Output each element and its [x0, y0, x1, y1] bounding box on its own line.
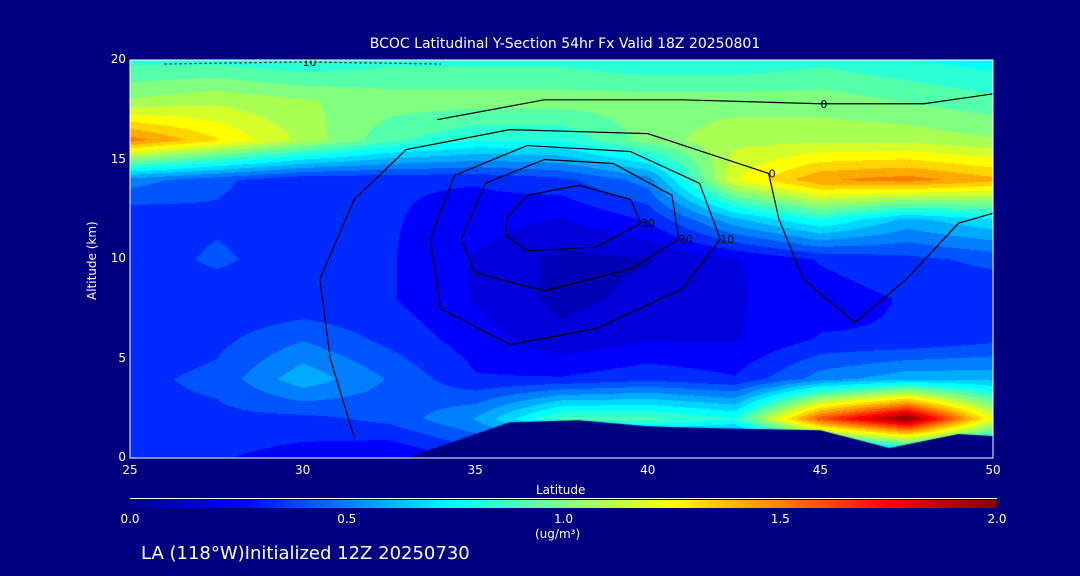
contour-label: 0	[769, 167, 776, 180]
y-tick-label: 0	[118, 450, 126, 464]
y-tick-label: 15	[110, 151, 126, 166]
contour-label: 20	[679, 233, 693, 246]
y-tick-label: 5	[118, 350, 126, 365]
x-axis-label: Latitude	[536, 483, 586, 497]
x-tick-label: 35	[467, 463, 483, 477]
x-tick-label: 50	[985, 463, 1001, 477]
x-tick-label: 45	[812, 463, 829, 477]
plot-frame	[129, 59, 994, 459]
contour-line	[505, 184, 642, 252]
plot-area: 30 20 10 0 0 10	[129, 56, 994, 459]
footer-init-text: LA (118°W)Initialized 12Z 20250730	[141, 543, 470, 564]
contour-line	[164, 61, 441, 65]
y-axis-label: Altitude (km)	[85, 221, 99, 300]
contour-label: 30	[641, 217, 655, 230]
colorbar-tick-label: 0.5	[337, 512, 357, 526]
contour-layer: 30 20 10 0 0 10	[129, 56, 994, 459]
contour-label: 10	[303, 56, 317, 69]
colorbar-tick-label: 0.0	[120, 512, 140, 526]
contour-label: 10	[720, 233, 734, 246]
x-tick-label: 30	[294, 463, 311, 477]
contour-line	[429, 144, 721, 346]
y-tick-label: 20	[110, 52, 126, 66]
colorbar-tick-label: 1.0	[553, 512, 574, 526]
contour-label: 0	[820, 98, 827, 111]
x-tick-label: 25	[122, 463, 138, 477]
colorbar-line	[130, 498, 997, 499]
colorbar	[130, 500, 997, 508]
colorbar-tick-label: 1.5	[770, 512, 790, 526]
colorbar-tick-label: 2.0	[987, 512, 1007, 526]
heatmap-field	[130, 60, 993, 458]
contour-line	[437, 93, 994, 121]
colorbar-units: (ug/m³)	[535, 527, 581, 541]
y-tick-label: 10	[110, 251, 126, 265]
contour-line	[460, 158, 680, 292]
x-tick-label: 40	[640, 463, 656, 477]
chart-title: BCOC Latitudinal Y-Section 54hr Fx Valid…	[369, 36, 761, 52]
contour-line	[319, 129, 994, 439]
